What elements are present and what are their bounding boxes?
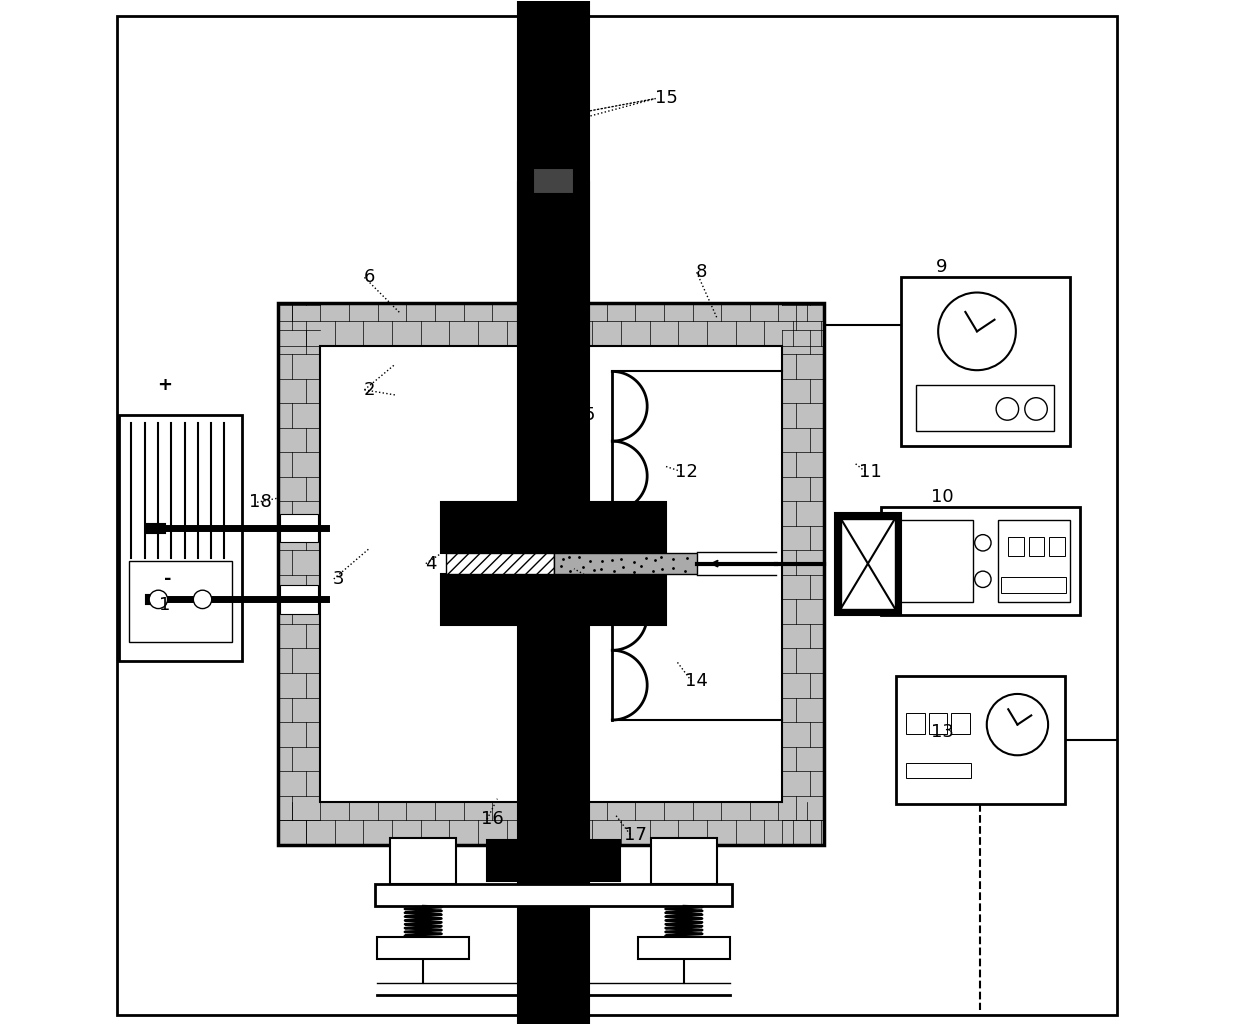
Circle shape bbox=[149, 590, 167, 609]
Text: 3: 3 bbox=[334, 570, 345, 588]
Text: +: + bbox=[157, 376, 172, 394]
Text: 2: 2 bbox=[363, 381, 376, 399]
Circle shape bbox=[975, 571, 991, 587]
Bar bbox=[890, 520, 972, 603]
Bar bbox=[1001, 577, 1065, 593]
Bar bbox=[929, 713, 947, 734]
Text: 12: 12 bbox=[675, 462, 698, 481]
Bar bbox=[278, 303, 825, 845]
Text: 8: 8 bbox=[696, 263, 708, 281]
Bar bbox=[441, 574, 666, 625]
Bar bbox=[880, 507, 1080, 615]
Bar bbox=[841, 519, 895, 609]
Bar bbox=[1049, 537, 1065, 556]
Text: 16: 16 bbox=[481, 810, 503, 828]
Bar bbox=[518, 0, 589, 1025]
Bar bbox=[487, 839, 620, 880]
Text: 5: 5 bbox=[584, 406, 595, 424]
Bar bbox=[906, 763, 971, 778]
Circle shape bbox=[1024, 398, 1048, 420]
Bar bbox=[377, 937, 469, 959]
Text: 15: 15 bbox=[655, 89, 677, 108]
Bar bbox=[279, 514, 319, 542]
Text: 6: 6 bbox=[363, 269, 376, 286]
Bar bbox=[835, 512, 901, 615]
Text: 10: 10 bbox=[931, 488, 954, 506]
Bar bbox=[446, 554, 553, 574]
Bar bbox=[901, 278, 1070, 446]
Text: 14: 14 bbox=[686, 672, 708, 690]
Text: -: - bbox=[165, 570, 172, 588]
Text: 18: 18 bbox=[249, 493, 272, 511]
Bar bbox=[906, 713, 925, 734]
Text: 7: 7 bbox=[609, 580, 621, 599]
Text: 13: 13 bbox=[930, 724, 954, 741]
Bar bbox=[391, 837, 456, 884]
Bar bbox=[1008, 537, 1024, 556]
Text: P: P bbox=[522, 64, 534, 82]
Text: 1: 1 bbox=[160, 596, 171, 614]
Bar bbox=[553, 554, 697, 574]
Bar bbox=[279, 585, 319, 614]
Bar bbox=[651, 837, 717, 884]
Bar bbox=[951, 713, 970, 734]
Circle shape bbox=[987, 694, 1048, 755]
Circle shape bbox=[975, 535, 991, 551]
Bar bbox=[916, 385, 1054, 430]
Bar bbox=[518, 182, 589, 345]
Bar bbox=[897, 676, 1065, 804]
Bar bbox=[1029, 537, 1044, 556]
Text: 4: 4 bbox=[425, 555, 436, 573]
Text: 17: 17 bbox=[624, 825, 647, 844]
Bar bbox=[637, 937, 730, 959]
Bar bbox=[998, 520, 1070, 603]
Circle shape bbox=[939, 292, 1016, 370]
Text: 9: 9 bbox=[936, 258, 947, 276]
Text: 11: 11 bbox=[859, 462, 882, 481]
Bar bbox=[374, 884, 733, 906]
Bar bbox=[533, 168, 574, 194]
Bar bbox=[119, 415, 242, 661]
Circle shape bbox=[996, 398, 1018, 420]
Bar bbox=[441, 502, 666, 554]
Bar bbox=[129, 562, 232, 643]
Bar bbox=[320, 345, 781, 802]
Circle shape bbox=[193, 590, 212, 609]
